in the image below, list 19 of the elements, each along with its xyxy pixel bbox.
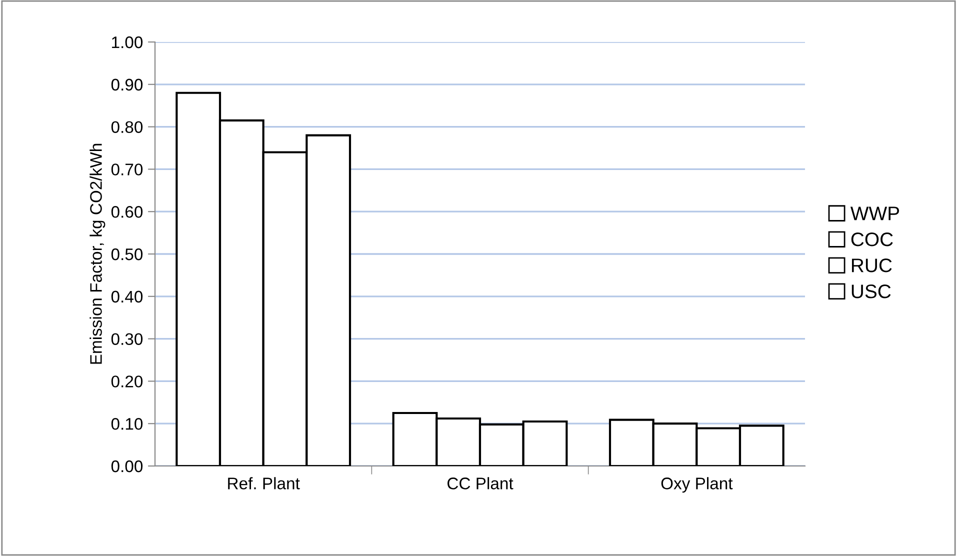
y-tick-label: 0.20 [111,376,143,388]
legend-label: RUC [852,258,892,272]
y-tick-label: 0.90 [111,78,143,91]
legend-label: WWP [850,206,900,220]
y-tick-label: 0.00 [111,460,143,472]
legend-label: COC [851,232,893,246]
y-tick-label: 1.00 [112,36,143,48]
y-tick-label: 0.10 [111,418,143,430]
x-tick-label: Oxy Plant [661,477,733,493]
y-tick-label: 0.60 [111,206,143,218]
y-axis-title: Emission Factor, kg CO2/kWh [90,144,106,364]
x-tick-label: CC Plant [448,477,514,490]
y-tick-label: 0.70 [111,164,143,176]
legend-label: USC [852,284,891,298]
y-tick-label: 0.50 [111,248,143,260]
y-tick-label: 0.30 [111,333,143,346]
y-tick-label: 0.40 [111,290,143,303]
y-tick-label: 0.80 [111,121,143,134]
x-tick-label: Ref. Plant [228,477,300,490]
